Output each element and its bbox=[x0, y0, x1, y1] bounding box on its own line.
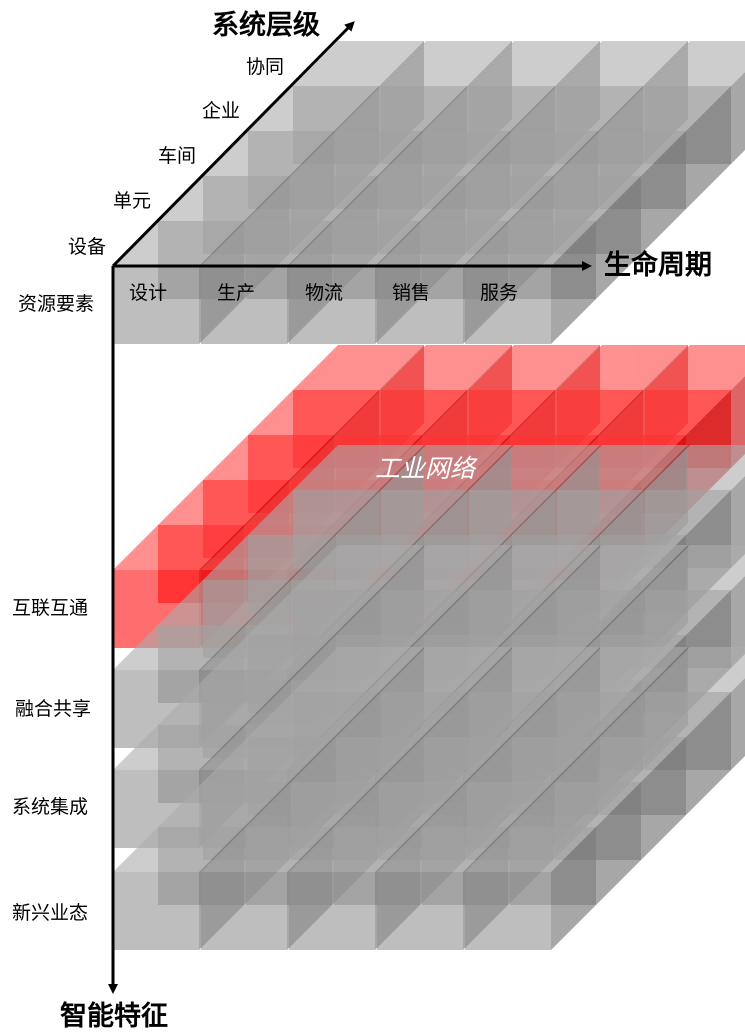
system-level-label: 企业 bbox=[202, 100, 241, 122]
intelligence-feature-label: 融合共享 bbox=[15, 698, 92, 720]
lifecycle-label: 设计 bbox=[129, 282, 168, 304]
intelligence-axis-title: 智能特征 bbox=[60, 1001, 168, 1032]
cube-layer bbox=[113, 41, 745, 344]
system-level-label: 单元 bbox=[113, 190, 152, 212]
lifecycle-label: 服务 bbox=[480, 282, 519, 304]
lifecycle-label: 生产 bbox=[217, 282, 256, 304]
intelligence-feature-label: 资源要素 bbox=[18, 293, 95, 315]
lifecycle-axis-title: 生命周期 bbox=[604, 250, 712, 281]
system-level-axis-title: 系统层级 bbox=[212, 10, 320, 41]
intelligence-feature-label: 互联互通 bbox=[12, 597, 89, 619]
intelligence-feature-label: 系统集成 bbox=[12, 796, 89, 818]
cube bbox=[465, 221, 596, 344]
cube bbox=[465, 827, 596, 950]
industrial-network-label: 工业网络 bbox=[375, 454, 476, 483]
intelligence-feature-label: 新兴业态 bbox=[12, 902, 89, 924]
system-level-axis bbox=[111, 21, 355, 268]
lifecycle-label: 销售 bbox=[392, 282, 431, 304]
system-level-label: 协同 bbox=[246, 56, 285, 78]
system-level-label: 设备 bbox=[68, 236, 107, 258]
cube-layer bbox=[113, 647, 745, 950]
system-level-label: 车间 bbox=[158, 145, 197, 167]
lifecycle-label: 物流 bbox=[305, 282, 344, 304]
